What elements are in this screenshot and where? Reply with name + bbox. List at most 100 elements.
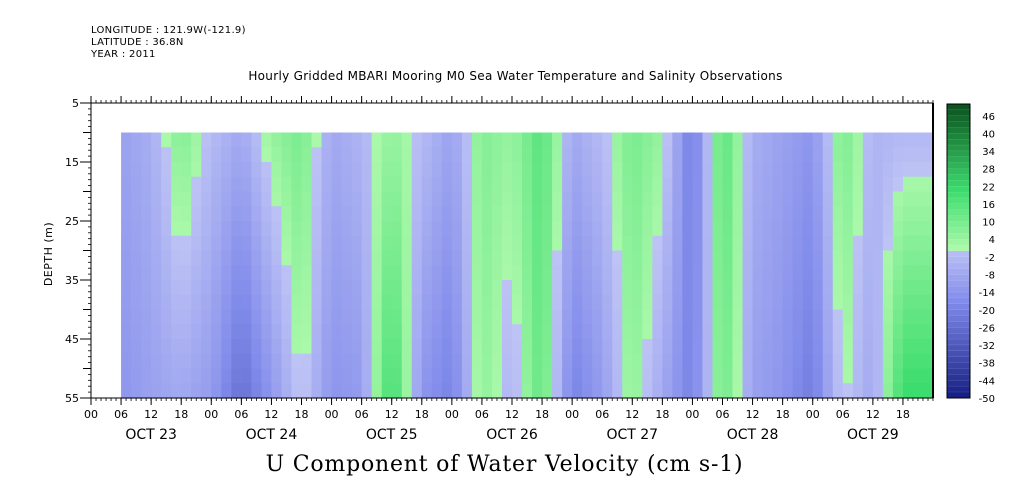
heatmap-cell — [722, 221, 734, 237]
heatmap-cell — [321, 324, 333, 340]
heatmap-cell — [832, 221, 844, 237]
heatmap-cell — [742, 250, 754, 266]
heatmap-cell — [211, 309, 222, 325]
heatmap-cell — [702, 280, 714, 296]
heatmap-cell — [652, 250, 663, 266]
heatmap-cell — [441, 324, 453, 340]
axes: 00 06 12 18 00 06 12 18 00 06 12 18 00 06 12 18 00 06 12 18… — [65, 96, 934, 443]
heatmap-cell — [762, 265, 774, 281]
heatmap-cell — [251, 368, 262, 384]
heatmap-cell — [722, 280, 734, 296]
heatmap-cell — [712, 324, 724, 340]
heatmap-cell — [802, 235, 814, 252]
heatmap-cell — [832, 309, 844, 325]
heatmap-cell — [361, 250, 373, 266]
heatmap-cell — [141, 368, 152, 384]
heatmap-cell — [892, 280, 904, 296]
heatmap-cell — [421, 280, 433, 296]
heatmap-cell — [241, 191, 252, 207]
heatmap-cell — [261, 324, 273, 340]
heatmap-cell — [221, 147, 232, 163]
heatmap-cell — [211, 250, 222, 266]
heatmap-cell — [291, 368, 303, 384]
colorbar-swatch — [947, 186, 970, 193]
heatmap-cell — [822, 324, 834, 340]
heatmap-cell — [852, 235, 864, 252]
colorbar-swatch — [947, 362, 970, 369]
heatmap-cell — [421, 206, 433, 222]
heatmap-cell — [361, 162, 373, 178]
heatmap-cell — [662, 294, 673, 311]
y-tick-label: 25 — [65, 215, 79, 228]
heatmap-cell — [331, 206, 343, 222]
heatmap-cell — [782, 309, 794, 325]
heatmap-cell — [171, 265, 182, 281]
heatmap-cell — [572, 191, 583, 207]
heatmap-cell — [762, 147, 774, 163]
colorbar-label: 10 — [982, 218, 995, 229]
heatmap-cell — [562, 280, 573, 296]
heatmap-cell — [922, 206, 934, 222]
heatmap-cell — [331, 162, 343, 178]
heatmap-cell — [421, 162, 433, 178]
x-day-label: OCT 25 — [366, 427, 418, 443]
heatmap-cell — [291, 221, 303, 237]
heatmap-cell — [441, 221, 453, 237]
heatmap-cell — [191, 280, 202, 296]
heatmap-cell — [752, 206, 764, 222]
heatmap-cell — [622, 206, 633, 222]
heatmap-cell — [732, 280, 744, 296]
x-tick-label: 06 — [836, 408, 850, 421]
x-day-label: OCT 26 — [486, 427, 538, 443]
heatmap-cell — [311, 235, 323, 252]
x-day-label: OCT 28 — [727, 427, 779, 443]
heatmap-cell — [762, 235, 774, 252]
heatmap-cell — [131, 221, 142, 237]
heatmap-cell — [161, 265, 172, 281]
heatmap-cell — [662, 176, 673, 193]
heatmap-cell — [862, 176, 874, 193]
heatmap-cell — [271, 250, 283, 266]
heatmap-cell — [792, 280, 804, 296]
heatmap-cell — [351, 265, 363, 281]
heatmap-cell — [411, 162, 423, 178]
heatmap-cell — [852, 221, 864, 237]
heatmap-cell — [161, 191, 172, 207]
heatmap-cell — [311, 294, 323, 311]
heatmap-cell — [602, 132, 613, 148]
heatmap-cell — [191, 221, 202, 237]
x-tick-label: 00 — [806, 408, 820, 421]
heatmap-cell — [491, 294, 503, 311]
colorbar-frame — [946, 103, 971, 399]
heatmap-cell — [512, 324, 523, 340]
heatmap-cell — [702, 383, 714, 399]
colorbar-swatch — [947, 156, 970, 164]
heatmap-cell — [772, 191, 784, 207]
heatmap-cell — [702, 132, 714, 148]
heatmap-cell — [391, 383, 403, 399]
heatmap-cell — [471, 162, 483, 178]
heatmap-cell — [692, 294, 704, 311]
heatmap-cell — [251, 221, 262, 237]
heatmap-cell — [832, 132, 844, 148]
heatmap-cell — [191, 162, 202, 178]
heatmap-cell — [421, 368, 433, 384]
heatmap-cell — [441, 339, 453, 355]
heatmap-cell — [481, 383, 493, 399]
heatmap-cell — [201, 324, 212, 340]
heatmap-cell — [221, 280, 232, 296]
heatmap-cell — [261, 235, 273, 252]
heatmap-cell — [762, 132, 774, 148]
heatmap-cell — [912, 280, 924, 296]
heatmap-cell — [572, 324, 583, 340]
heatmap-cell — [532, 368, 543, 384]
heatmap-cell — [411, 324, 423, 340]
heatmap-cell — [632, 235, 643, 252]
heatmap-cell — [331, 132, 343, 148]
heatmap-cell — [842, 206, 854, 222]
heatmap-cell — [752, 309, 764, 325]
heatmap-cell — [151, 309, 162, 325]
heatmap-cell — [381, 280, 393, 296]
heatmap-cell — [522, 353, 533, 370]
heatmap-cell — [181, 353, 192, 370]
